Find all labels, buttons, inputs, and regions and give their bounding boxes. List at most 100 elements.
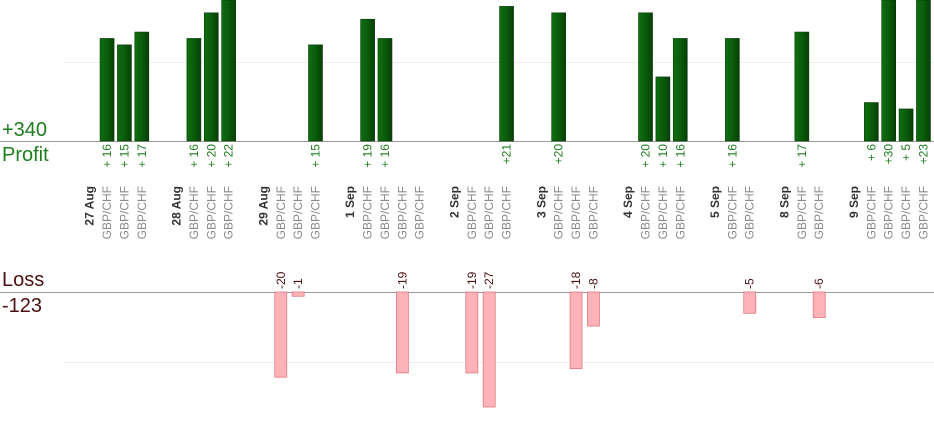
pair-label: GBP/CHF bbox=[882, 186, 896, 239]
date-label: 5 Sep bbox=[708, 186, 722, 218]
profit-bar bbox=[881, 0, 897, 142]
profit-value-label: +21 bbox=[500, 144, 514, 165]
pair-label: GBP/CHF bbox=[586, 186, 600, 239]
profit-bar bbox=[898, 108, 914, 142]
loss-value-label: -6 bbox=[812, 278, 826, 289]
profit-value-label: +23 bbox=[916, 144, 930, 165]
pair-label: GBP/CHF bbox=[361, 186, 375, 239]
profit-value-label: +20 bbox=[552, 144, 566, 165]
profit-value-label: + 17 bbox=[795, 144, 809, 168]
profit-value-label: + 22 bbox=[222, 144, 236, 168]
pair-label: GBP/CHF bbox=[187, 186, 201, 239]
profit-value-label: + 20 bbox=[204, 144, 218, 168]
loss-bar bbox=[274, 291, 288, 378]
profit-bar bbox=[864, 102, 879, 142]
profit-value-label: + 15 bbox=[117, 144, 131, 168]
pair-label: GBP/CHF bbox=[743, 186, 757, 239]
pair-label: GBP/CHF bbox=[222, 186, 236, 239]
profit-value-label: + 16 bbox=[187, 144, 201, 168]
profit-value-label: + 5 bbox=[899, 144, 913, 161]
profit-total: +340 bbox=[2, 119, 48, 141]
profit-bar bbox=[551, 12, 566, 142]
loss-bar bbox=[812, 291, 826, 318]
profit-bar bbox=[916, 0, 931, 142]
profit-bar bbox=[499, 6, 514, 142]
loss-value-label: -18 bbox=[569, 271, 583, 289]
pair-label: GBP/CHF bbox=[795, 186, 809, 239]
date-label: 8 Sep bbox=[777, 186, 791, 218]
profit-bar bbox=[221, 0, 236, 142]
profit-value-label: + 16 bbox=[673, 144, 687, 168]
pair-label: GBP/CHF bbox=[274, 186, 288, 239]
pair-label: GBP/CHF bbox=[673, 186, 687, 239]
loss-value-label: -8 bbox=[586, 278, 600, 289]
loss-value-label: -20 bbox=[274, 271, 288, 289]
loss-value-label: -19 bbox=[465, 271, 479, 289]
profit-value-label: + 20 bbox=[639, 144, 653, 168]
pair-label: GBP/CHF bbox=[500, 186, 514, 239]
profit-value-label: +30 bbox=[882, 144, 896, 165]
loss-bar bbox=[482, 291, 496, 408]
loss-value-label: -19 bbox=[395, 271, 409, 289]
loss-bar bbox=[743, 291, 757, 314]
profit-value-label: + 16 bbox=[378, 144, 392, 168]
pair-label: GBP/CHF bbox=[639, 186, 653, 239]
profit-value-label: + 16 bbox=[725, 144, 739, 168]
pair-label: GBP/CHF bbox=[482, 186, 496, 239]
profit-bar bbox=[308, 44, 323, 142]
loss-bar bbox=[291, 291, 305, 297]
pair-label: GBP/CHF bbox=[569, 186, 583, 239]
date-label: 9 Sep bbox=[847, 186, 861, 218]
pair-label: GBP/CHF bbox=[395, 186, 409, 239]
date-label: 27 Aug bbox=[83, 186, 97, 226]
profit-bar bbox=[638, 12, 653, 142]
loss-label: Loss bbox=[2, 269, 45, 291]
profit-bar bbox=[377, 38, 393, 142]
date-label: 4 Sep bbox=[621, 186, 635, 218]
profit-bar bbox=[655, 76, 671, 142]
pair-label: GBP/CHF bbox=[916, 186, 930, 239]
date-label: 2 Sep bbox=[447, 186, 461, 218]
pair-label: GBP/CHF bbox=[465, 186, 479, 239]
profit-value-label: + 16 bbox=[100, 144, 114, 168]
profit-bar bbox=[794, 31, 810, 142]
pair-label: GBP/CHF bbox=[100, 186, 114, 239]
pair-label: GBP/CHF bbox=[135, 186, 149, 239]
date-label: 28 Aug bbox=[170, 186, 184, 226]
profit-value-label: + 15 bbox=[308, 144, 322, 168]
pair-label: GBP/CHF bbox=[812, 186, 826, 239]
loss-value-label: -1 bbox=[291, 278, 305, 289]
date-label: 3 Sep bbox=[534, 186, 548, 218]
profit-bar bbox=[134, 31, 150, 142]
profit-bar bbox=[117, 44, 132, 142]
date-label: 1 Sep bbox=[343, 186, 357, 218]
pair-label: GBP/CHF bbox=[291, 186, 305, 239]
loss-bar bbox=[395, 291, 409, 374]
pair-label: GBP/CHF bbox=[864, 186, 878, 239]
profit-bar bbox=[203, 12, 219, 142]
loss-value-label: -5 bbox=[743, 278, 757, 289]
profit-value-label: + 17 bbox=[135, 144, 149, 168]
loss-total: -123 bbox=[2, 295, 43, 317]
pair-label: GBP/CHF bbox=[378, 186, 392, 239]
profit-bar bbox=[99, 38, 115, 142]
loss-bar bbox=[587, 291, 600, 327]
pair-label: GBP/CHF bbox=[413, 186, 427, 239]
profit-bar bbox=[672, 38, 688, 142]
pair-label: GBP/CHF bbox=[899, 186, 913, 239]
pair-label: GBP/CHF bbox=[725, 186, 739, 239]
loss-bar bbox=[569, 291, 583, 370]
loss-bar bbox=[465, 291, 479, 374]
loss-value-label: -27 bbox=[482, 271, 496, 289]
pair-label: GBP/CHF bbox=[308, 186, 322, 239]
profit-value-label: + 6 bbox=[864, 144, 878, 161]
date-label: 29 Aug bbox=[256, 186, 270, 226]
profit-value-label: + 19 bbox=[361, 144, 375, 168]
pair-label: GBP/CHF bbox=[117, 186, 131, 239]
profit-value-label: + 10 bbox=[656, 144, 670, 168]
pair-label: GBP/CHF bbox=[204, 186, 218, 239]
profit-bar bbox=[186, 38, 202, 142]
profit-bar bbox=[360, 18, 375, 142]
